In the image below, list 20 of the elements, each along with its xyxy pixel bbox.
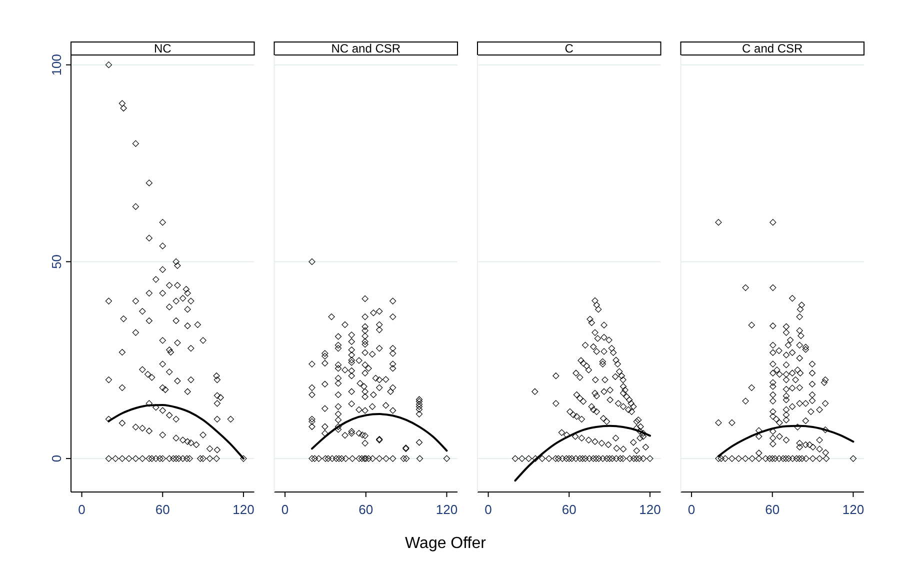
chart-title: NC and CSR [331, 42, 401, 56]
y-tick-label: 0 [49, 454, 64, 462]
x-tick-label: 60 [562, 502, 576, 517]
x-tick-label: 120 [639, 502, 661, 517]
y-tick-label: 50 [49, 254, 64, 269]
chart-title: C [564, 42, 574, 56]
x-tick-label: 60 [155, 502, 170, 517]
x-tick-label: 0 [78, 502, 86, 517]
x-tick-label: 60 [358, 502, 374, 517]
x-tick-label: 0 [281, 502, 289, 517]
chart-title: C and CSR [742, 42, 804, 56]
x-tick-label: 0 [484, 502, 492, 517]
x-tick-label: 120 [436, 502, 458, 517]
x-tick-label: 120 [232, 502, 254, 517]
x-tick-label: 0 [688, 502, 696, 517]
x-tick-label: 60 [765, 502, 780, 517]
x-axis-title: Wage Offer [405, 535, 487, 552]
x-tick-label: 120 [842, 502, 864, 517]
y-tick-label: 100 [49, 54, 64, 76]
chart-title: NC [154, 42, 172, 56]
